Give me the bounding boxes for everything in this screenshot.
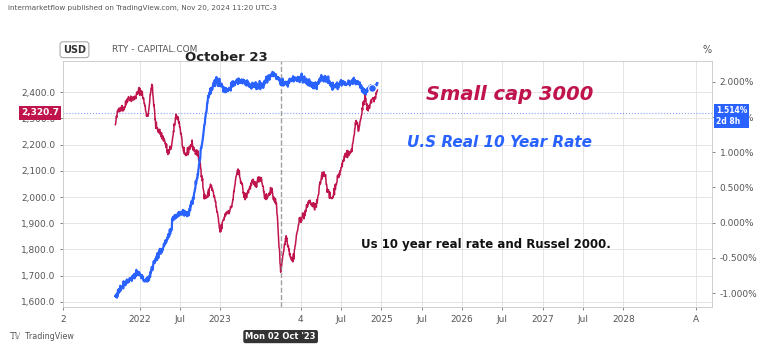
Text: USD: USD — [63, 45, 86, 55]
Text: October 23: October 23 — [185, 51, 268, 64]
Text: RTY - CAPITAL.COM: RTY - CAPITAL.COM — [111, 45, 197, 54]
Text: intermarketflow published on TradingView.com, Nov 20, 2024 11:20 UTC-3: intermarketflow published on TradingView… — [8, 5, 276, 11]
Text: 2,320.7: 2,320.7 — [21, 109, 59, 118]
Text: %: % — [703, 45, 712, 55]
Text: Mon 02 Oct '23: Mon 02 Oct '23 — [246, 332, 316, 341]
Text: Us 10 year real rate and Russel 2000.: Us 10 year real rate and Russel 2000. — [362, 238, 611, 251]
Text: U.S Real 10 Year Rate: U.S Real 10 Year Rate — [407, 135, 592, 150]
Text: 1.514%
2d 8h: 1.514% 2d 8h — [716, 106, 747, 126]
Text: 𝕋𝕍  TradingView: 𝕋𝕍 TradingView — [9, 332, 74, 341]
Text: Small cap 3000: Small cap 3000 — [426, 85, 594, 104]
